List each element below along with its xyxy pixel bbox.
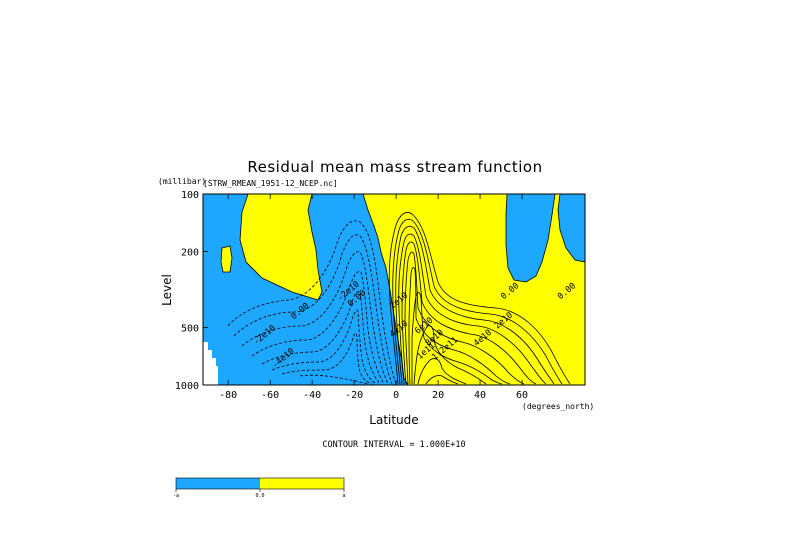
zero-contours (220, 194, 585, 385)
negative-region-nh-midlat (506, 194, 555, 282)
x-tick-label: 0 (393, 390, 399, 401)
colorbar-label-mid: 0.0 (255, 493, 264, 499)
x-tick-label: 20 (432, 390, 444, 401)
y-tick-label: 100 (181, 190, 199, 201)
missing-data-region (203, 342, 218, 385)
x-axis-label: Latitude (369, 413, 418, 427)
x-units-label: (degrees_north) (522, 402, 594, 411)
positive-contours (388, 212, 571, 385)
x-axis: -80 -60 -40 -20 0 20 40 60 (219, 194, 528, 401)
colorbar-label-min: -a (173, 493, 179, 499)
colorbar-negative-swatch (176, 478, 260, 489)
colorbar-label-max: a (342, 493, 345, 499)
x-tick-label: 60 (516, 390, 528, 401)
y-axis-label: Level (160, 274, 174, 306)
x-tick-label: 40 (474, 390, 486, 401)
negative-contours (227, 220, 397, 385)
y-units-label: (millibar) (158, 177, 206, 186)
x-tick-label: -60 (261, 390, 279, 401)
file-subtitle: [STRW_RMEAN_1951-12_NCEP.nc] (203, 179, 338, 188)
contour-interval-note: CONTOUR INTERVAL = 1.000E+10 (322, 440, 465, 450)
y-tick-label: 200 (181, 247, 199, 258)
y-axis: 100 200 500 1000 (175, 190, 208, 392)
x-tick-label: -80 (219, 390, 237, 401)
chart-title: Residual mean mass stream function (247, 158, 542, 176)
y-tick-label: 500 (181, 324, 199, 335)
x-tick-label: -40 (303, 390, 321, 401)
y-tick-label: 1000 (175, 381, 199, 392)
positive-island-antarctic (221, 246, 232, 272)
negative-region-nh-pole (558, 194, 585, 262)
colorbar-positive-swatch (260, 478, 344, 489)
colorbar: -a 0.0 a (173, 477, 346, 499)
plot-frame (202, 193, 586, 386)
x-tick-label: -20 (345, 390, 363, 401)
